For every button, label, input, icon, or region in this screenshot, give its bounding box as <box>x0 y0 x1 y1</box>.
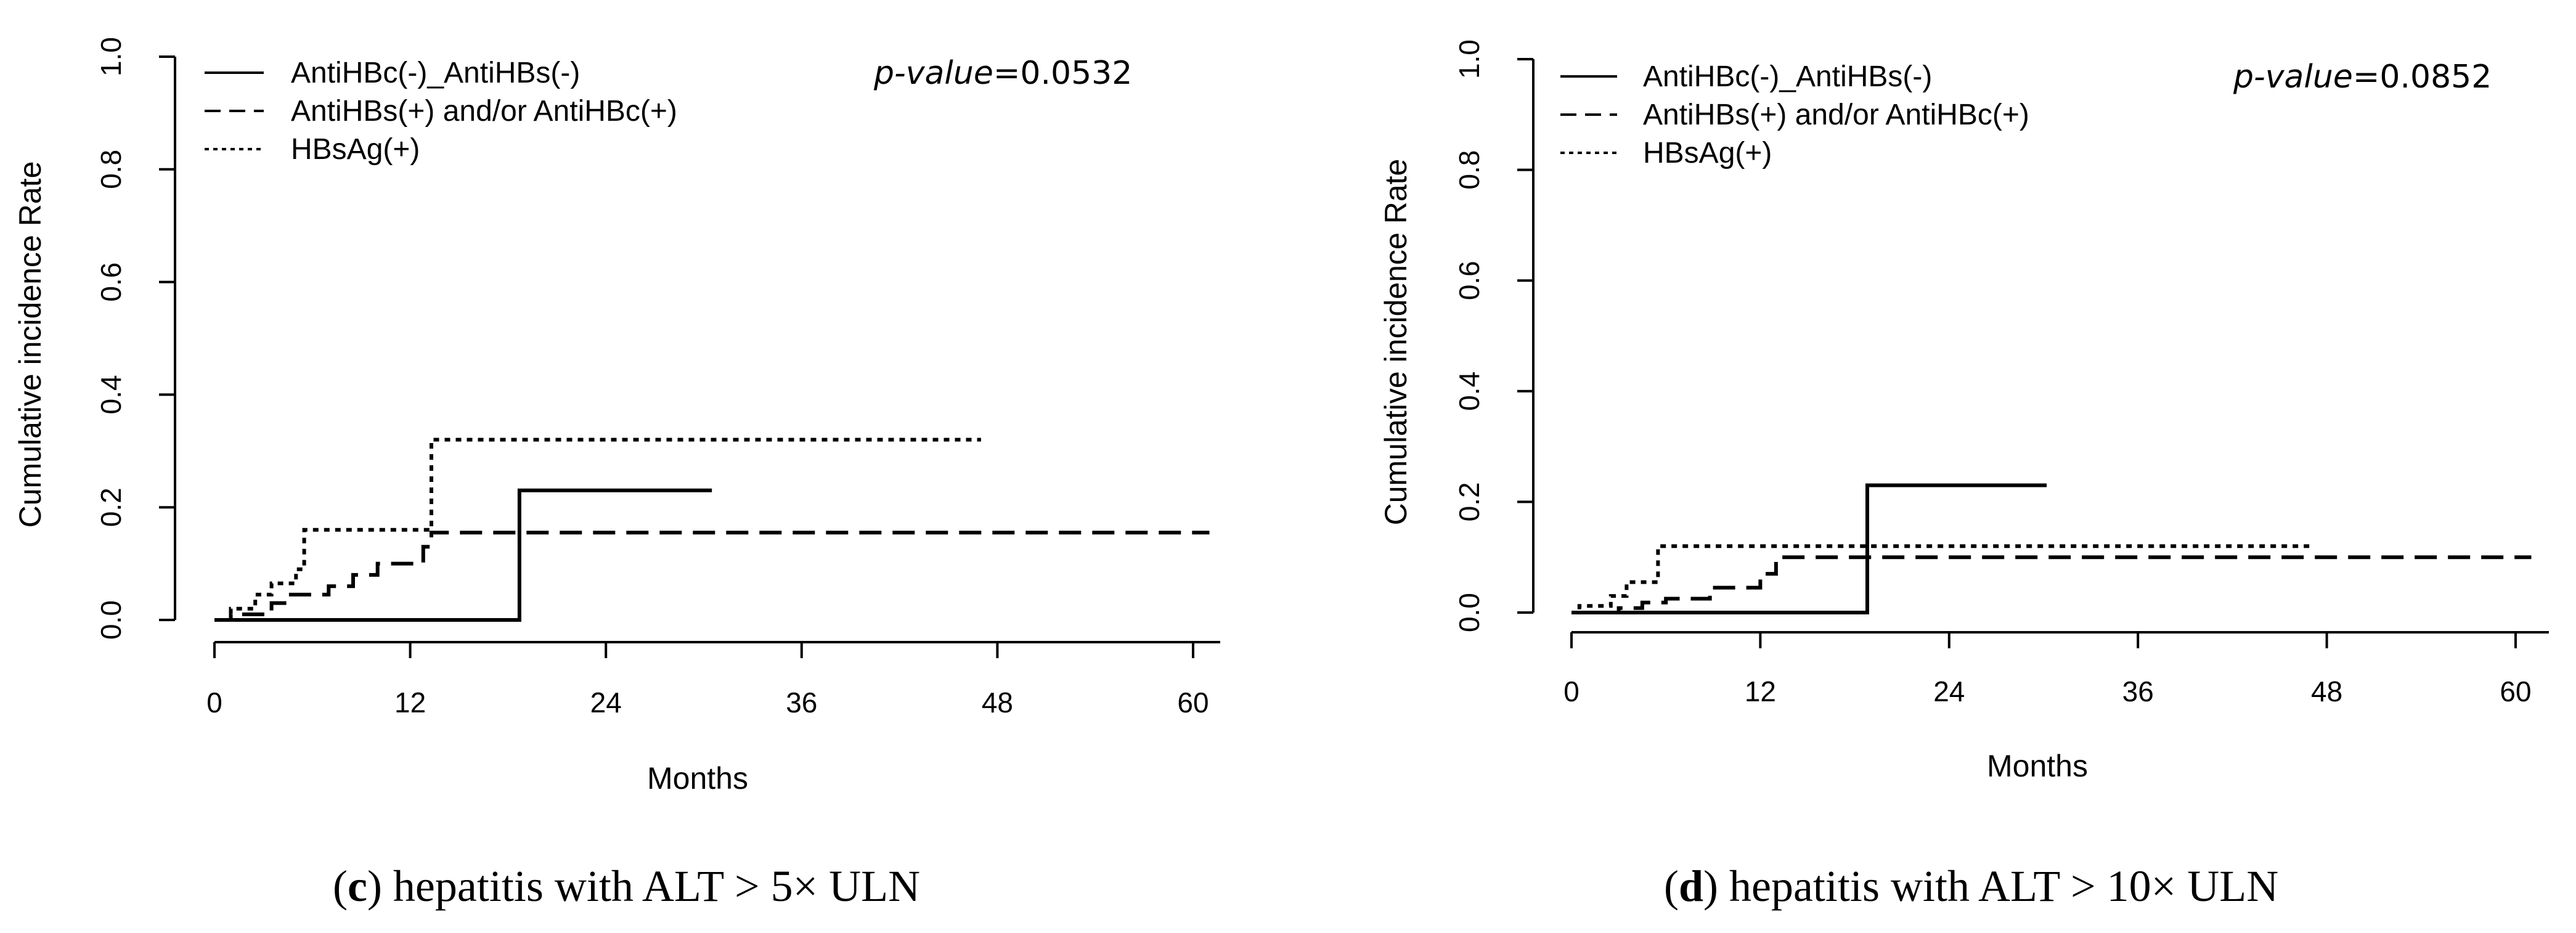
panel-caption: (d) hepatitis with ALT > 10× ULN <box>1664 862 2278 911</box>
series-line-dashed <box>214 531 1210 622</box>
y-tick-label: 0.6 <box>95 263 127 302</box>
series-line-dashed <box>1571 555 2532 614</box>
x-tick-label: 60 <box>2500 675 2531 707</box>
legend-label: HBsAg(+) <box>1643 137 1772 169</box>
y-tick-label: 0.2 <box>95 487 127 527</box>
x-tick-label: 24 <box>1933 675 1965 707</box>
p-value-label: p-value <box>2233 59 2353 96</box>
legend-label: HBsAg(+) <box>291 133 420 166</box>
p-value-annotation: p-value=0.0532 <box>873 55 1132 92</box>
x-tick-label: 24 <box>590 687 622 719</box>
legend: AntiHBc(-)_AntiHBs(-) AntiHBs(+) and/or A… <box>1560 60 2029 169</box>
y-tick-label: 1.0 <box>95 37 127 76</box>
p-value-number: =0.0852 <box>2353 59 2492 96</box>
x-tick-label: 12 <box>1745 675 1776 707</box>
y-tick-label: 0.4 <box>95 375 127 414</box>
y-tick-label: 0.2 <box>1453 482 1485 521</box>
series-line-dotted <box>1571 544 2312 614</box>
legend-label: AntiHBs(+) and/or AntiHBc(+) <box>1643 99 2029 131</box>
y-axis-title: Cumulative incidence Rate <box>1379 159 1413 526</box>
y-tick-label: 1.0 <box>1453 39 1485 79</box>
y-tick-label: 0.0 <box>1453 593 1485 632</box>
legend-label: AntiHBc(-)_AntiHBs(-) <box>291 57 580 89</box>
x-tick-label: 60 <box>1177 687 1209 719</box>
y-tick-label: 0.8 <box>95 150 127 189</box>
x-tick-label: 0 <box>1563 675 1579 707</box>
caption-text: ) hepatitis with ALT > 10× ULN <box>1703 862 2278 911</box>
caption-letter: c <box>348 862 367 911</box>
p-value-label: p-value <box>873 55 993 92</box>
chart-panel-d: 0.0 0.2 0.4 0.6 0.8 1.0 Cumulative incidence R… <box>1379 39 2549 911</box>
legend-label: AntiHBc(-)_AntiHBs(-) <box>1643 60 1932 93</box>
x-axis-title: Months <box>647 761 748 796</box>
x-axis-title: Months <box>1987 749 2088 783</box>
caption-letter: d <box>1679 862 1703 911</box>
series-line-solid <box>1571 483 2047 614</box>
y-tick-label: 0.6 <box>1453 261 1485 300</box>
chart-panel-c: 0.0 0.2 0.4 0.6 0.8 1.0 Cumulative incidence R… <box>13 37 1220 911</box>
y-axis-title: Cumulative incidence Rate <box>13 161 47 528</box>
p-value-number: =0.0532 <box>993 55 1133 92</box>
caption-open-paren: ( <box>1664 862 1679 911</box>
x-tick-label: 12 <box>394 687 426 719</box>
legend: AntiHBc(-)_AntiHBs(-) AntiHBs(+) and/or A… <box>205 57 677 166</box>
x-tick-label: 48 <box>982 687 1013 719</box>
y-tick-label: 0.0 <box>95 600 127 640</box>
x-tick-label: 36 <box>2122 675 2154 707</box>
panel-caption: (c) hepatitis with ALT > 5× ULN <box>333 862 920 911</box>
legend-label: AntiHBs(+) and/or AntiHBc(+) <box>291 95 677 128</box>
y-tick-label: 0.8 <box>1453 150 1485 190</box>
caption-open-paren: ( <box>333 862 348 911</box>
series-line-solid <box>214 488 712 622</box>
x-tick-label: 48 <box>2311 675 2342 707</box>
p-value-annotation: p-value=0.0852 <box>2233 59 2492 96</box>
x-tick-label: 36 <box>786 687 817 719</box>
y-tick-label: 0.4 <box>1453 372 1485 411</box>
caption-text: ) hepatitis with ALT > 5× ULN <box>367 862 920 911</box>
x-tick-label: 0 <box>206 687 222 719</box>
